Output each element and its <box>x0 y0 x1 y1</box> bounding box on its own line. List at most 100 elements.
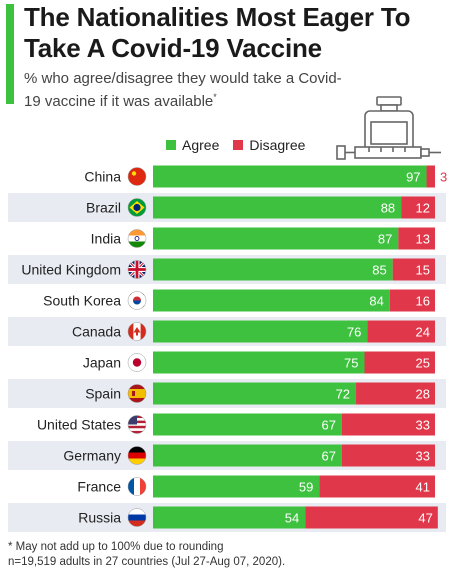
bar-disagree <box>341 413 435 436</box>
spain-flag-icon <box>128 384 146 403</box>
bar-agree <box>153 382 357 405</box>
chart-row: Canada 76 24 <box>8 317 446 346</box>
chart-row: United States 67 33 <box>37 413 435 436</box>
value-label-agree: 67 <box>321 449 335 464</box>
value-label-agree: 54 <box>285 511 299 526</box>
category-label: United States <box>37 417 121 433</box>
legend-swatch-agree <box>166 140 176 150</box>
bar-disagree <box>305 506 438 529</box>
legend-label-disagree: Disagree <box>249 137 306 153</box>
footnote: * May not add up to 100% due to rounding… <box>8 540 285 570</box>
value-label-agree: 87 <box>378 232 392 247</box>
legend: Agree Disagree <box>166 137 319 153</box>
bar-disagree <box>401 196 435 219</box>
category-label: Canada <box>72 324 121 340</box>
chart-row: South Korea 84 16 <box>43 289 435 312</box>
bar-disagree <box>364 351 435 374</box>
japan-flag-icon <box>128 353 146 372</box>
category-label: South Korea <box>43 293 121 309</box>
bar-disagree <box>392 258 435 281</box>
france-flag-icon <box>128 477 146 496</box>
legend-swatch-disagree <box>233 140 244 150</box>
bar-disagree <box>319 475 435 498</box>
bar-agree <box>153 258 393 281</box>
value-label-agree: 72 <box>336 387 350 402</box>
chart-row: United Kingdom 85 15 <box>8 255 446 284</box>
chart-row: India 87 13 <box>91 227 435 250</box>
bar-agree <box>153 227 399 250</box>
bar-agree <box>153 165 427 188</box>
title-accent-bar <box>6 4 14 104</box>
value-label-disagree: 33 <box>416 418 430 433</box>
value-label-agree: 75 <box>344 356 358 371</box>
united-kingdom-flag-icon <box>128 260 146 279</box>
footnote-sample-note: n=19,519 adults in 27 countries (Jul 27-… <box>8 556 286 568</box>
legend-item-agree: Agree <box>166 137 219 153</box>
chart-row: Germany 67 33 <box>8 441 446 470</box>
russia-flag-icon <box>128 508 146 527</box>
bar-agree <box>153 413 342 436</box>
bar-agree <box>153 289 390 312</box>
value-label-disagree: 3 <box>440 170 447 185</box>
brazil-flag-icon <box>128 198 146 217</box>
chart-row: China 97 3 <box>84 165 447 188</box>
bar-agree <box>153 196 402 219</box>
subtitle-footnote-marker: * <box>213 92 217 102</box>
germany-flag-icon <box>128 446 146 465</box>
chart-subtitle: % who agree/disagree they would take a C… <box>24 69 354 111</box>
bar-disagree <box>367 320 435 343</box>
category-label: Spain <box>85 386 121 402</box>
value-label-disagree: 12 <box>416 201 430 216</box>
value-label-agree: 67 <box>321 418 335 433</box>
bar-agree <box>153 506 306 529</box>
category-label: Russia <box>78 510 121 526</box>
subtitle-text: % who agree/disagree they would take a C… <box>24 70 342 110</box>
value-label-disagree: 41 <box>416 480 430 495</box>
bar-disagree <box>426 165 435 188</box>
category-label: United Kingdom <box>21 262 121 278</box>
chart-row: France 59 41 <box>77 475 435 498</box>
china-flag-icon <box>128 167 146 186</box>
value-label-disagree: 13 <box>416 232 430 247</box>
bar-agree <box>153 320 368 343</box>
canada-flag-icon <box>128 322 146 341</box>
category-label: France <box>77 479 121 495</box>
india-flag-icon <box>128 229 146 248</box>
legend-item-disagree: Disagree <box>233 137 305 153</box>
category-label: Germany <box>63 448 121 464</box>
value-label-agree: 76 <box>347 325 361 340</box>
value-label-disagree: 47 <box>418 511 432 526</box>
value-label-disagree: 16 <box>416 294 430 309</box>
value-label-disagree: 24 <box>416 325 430 340</box>
value-label-disagree: 33 <box>416 449 430 464</box>
value-label-agree: 84 <box>369 294 383 309</box>
value-label-disagree: 25 <box>416 356 430 371</box>
bar-disagree <box>341 444 435 467</box>
bar-disagree <box>398 227 435 250</box>
bar-disagree <box>356 382 435 405</box>
chart-row: Russia 54 47 <box>8 503 446 532</box>
value-label-agree: 59 <box>299 480 313 495</box>
value-label-disagree: 15 <box>416 263 430 278</box>
footnote-rounding-note: * May not add up to 100% due to rounding <box>8 541 224 553</box>
category-label: Japan <box>83 355 121 371</box>
category-label: India <box>91 231 122 247</box>
value-label-agree: 85 <box>372 263 386 278</box>
united-states-flag-icon <box>128 415 146 434</box>
chart-row: Japan 75 25 <box>83 351 435 374</box>
value-label-agree: 88 <box>381 201 395 216</box>
bar-agree <box>153 475 320 498</box>
category-label: China <box>84 169 121 185</box>
bar-agree <box>153 351 365 374</box>
legend-label-agree: Agree <box>182 137 220 153</box>
vaccine-vial-syringe-icon <box>336 96 441 160</box>
chart-row: Brazil 88 12 <box>8 193 446 222</box>
chart-title: The Nationalities Most Eager To Take A C… <box>24 2 411 63</box>
category-label: Brazil <box>86 200 121 216</box>
chart-row: Spain 72 28 <box>8 379 446 408</box>
bar-disagree <box>389 289 435 312</box>
value-label-agree: 97 <box>406 170 420 185</box>
value-label-disagree: 28 <box>416 387 430 402</box>
bar-agree <box>153 444 342 467</box>
